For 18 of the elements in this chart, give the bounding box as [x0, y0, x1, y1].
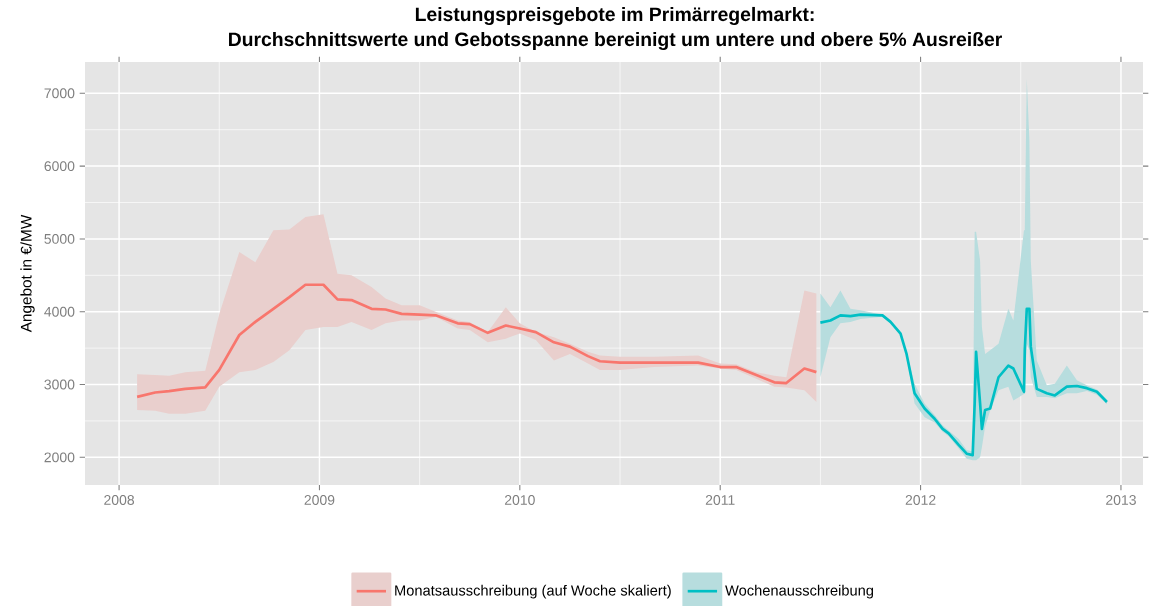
- x-tick-label: 2008: [104, 495, 135, 505]
- x-tick-label: 2013: [1106, 495, 1136, 505]
- chart-subtitle: Durchschnittswerte und Gebotsspanne bereinigt um untere und obere 5% Ausreißer: [229, 31, 1002, 51]
- legend-label: Monatsausschreibung (auf Woche skaliert): [395, 584, 671, 599]
- x-tick-label: 2009: [304, 495, 335, 505]
- y-tick-label: 7000: [44, 88, 75, 99]
- x-tick-label: 2010: [504, 495, 535, 505]
- x-tick-label: 2012: [905, 495, 936, 505]
- y-axis-title: Angebot in €/MW: [20, 214, 35, 333]
- legend-label: Wochenausschreibung: [725, 584, 874, 599]
- y-tick-label: 5000: [44, 233, 75, 244]
- y-tick-label: 2000: [44, 452, 75, 463]
- x-tick-label: 2011: [705, 495, 735, 505]
- y-tick-label: 3000: [44, 379, 75, 390]
- y-tick-label: 6000: [44, 161, 75, 172]
- y-tick-label: 4000: [44, 306, 75, 317]
- line-series: [819, 307, 1109, 457]
- chart-title: Leistungspreisgebote im Primärregelmarkt:: [415, 6, 814, 26]
